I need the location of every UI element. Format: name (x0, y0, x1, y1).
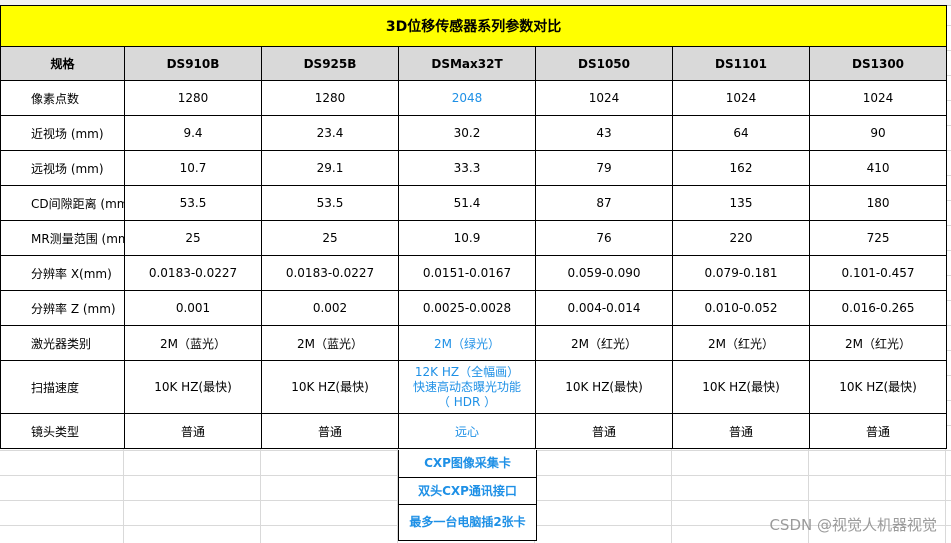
header-cell[interactable]: DS1101 (672, 46, 810, 81)
table-cell[interactable]: 0.002 (261, 290, 399, 326)
row-label[interactable]: 激光器类别 (0, 325, 125, 361)
header-cell[interactable]: DS1050 (535, 46, 673, 81)
header-cell[interactable]: DS925B (261, 46, 399, 81)
header-cell[interactable]: DS1300 (808, 46, 948, 81)
spec-table: 3D位移传感器系列参数对比 规格 DS910B DS925B DSMax32T … (0, 5, 948, 449)
row-label[interactable]: 扫描速度 (0, 360, 125, 414)
table-cell[interactable]: 0.0151-0.0167 (398, 255, 536, 291)
spec-sheet: 3D位移传感器系列参数对比 规格 DS910B DS925B DSMax32T … (0, 5, 951, 541)
table-cell[interactable]: 1280 (261, 80, 399, 116)
row-label[interactable]: 近视场 (mm) (0, 115, 125, 151)
table-cell[interactable]: 0.079-0.181 (672, 255, 810, 291)
table-cell[interactable]: 12K HZ（全幅画） 快速高动态曝光功能（ HDR ） (398, 360, 536, 414)
row-label[interactable]: 分辨率 X(mm) (0, 255, 125, 291)
table-cell[interactable]: 135 (672, 185, 810, 221)
table-cell[interactable]: 29.1 (261, 150, 399, 186)
table-cell[interactable]: 9.4 (124, 115, 262, 151)
table-row: 扫描速度 10K HZ(最快) 10K HZ(最快) 12K HZ（全幅画） 快速高动态… (0, 360, 948, 414)
table-cell[interactable]: 普通 (672, 413, 810, 449)
table-cell[interactable]: 2M（红光） (672, 325, 810, 361)
table-cell[interactable]: 410 (808, 150, 948, 186)
table-row: 镜头类型 普通 普通 远心 普通 普通 普通 (0, 413, 948, 449)
table-row: 近视场 (mm) 9.4 23.4 30.2 43 64 90 (0, 115, 948, 151)
table-cell[interactable]: 10K HZ(最快) (672, 360, 810, 414)
extra-cell[interactable]: CXP图像采集卡 (398, 450, 537, 478)
table-row: 像素点数 1280 1280 2048 1024 1024 1024 (0, 80, 948, 116)
table-cell[interactable]: 1024 (672, 80, 810, 116)
extra-cell[interactable]: 最多一台电脑插2张卡 (398, 504, 537, 541)
table-cell[interactable]: 0.101-0.457 (808, 255, 948, 291)
header-cell[interactable]: DSMax32T (398, 46, 536, 81)
table-cell[interactable]: 10.9 (398, 220, 536, 256)
header-cell[interactable]: 规格 (0, 46, 125, 81)
table-row: 分辨率 Z (mm) 0.001 0.002 0.0025-0.0028 0.004-0… (0, 290, 948, 326)
extra-cell[interactable]: 双头CXP通讯接口 (398, 477, 537, 506)
table-cell[interactable]: 1024 (808, 80, 948, 116)
table-cell[interactable]: 725 (808, 220, 948, 256)
table-cell[interactable]: 76 (535, 220, 673, 256)
table-cell[interactable]: 1024 (535, 80, 673, 116)
table-cell[interactable]: 220 (672, 220, 810, 256)
table-cell[interactable]: 0.059-0.090 (535, 255, 673, 291)
row-label[interactable]: 像素点数 (0, 80, 125, 116)
table-cell[interactable]: 162 (672, 150, 810, 186)
table-cell[interactable]: 普通 (261, 413, 399, 449)
table-cell[interactable]: 23.4 (261, 115, 399, 151)
table-cell[interactable]: 43 (535, 115, 673, 151)
table-row: CD间隙距离 (mm) 53.5 53.5 51.4 87 135 180 (0, 185, 948, 221)
table-cell[interactable]: 1280 (124, 80, 262, 116)
table-cell[interactable]: 2048 (398, 80, 536, 116)
table-cell[interactable]: 10K HZ(最快) (808, 360, 948, 414)
table-cell[interactable]: 25 (261, 220, 399, 256)
table-cell[interactable]: 10.7 (124, 150, 262, 186)
row-label[interactable]: 分辨率 Z (mm) (0, 290, 125, 326)
row-label[interactable]: 远视场 (mm) (0, 150, 125, 186)
table-cell[interactable]: 53.5 (261, 185, 399, 221)
table-cell[interactable]: 远心 (398, 413, 536, 449)
table-cell[interactable]: 30.2 (398, 115, 536, 151)
table-title[interactable]: 3D位移传感器系列参数对比 (0, 5, 948, 47)
table-cell[interactable]: 2M（蓝光） (124, 325, 262, 361)
row-label[interactable]: MR测量范围 (mm) (0, 220, 125, 256)
table-cell[interactable]: 0.0183-0.0227 (261, 255, 399, 291)
watermark: CSDN @视觉人机器视觉 (769, 516, 937, 534)
table-cell[interactable]: 51.4 (398, 185, 536, 221)
table-row: MR测量范围 (mm) 25 25 10.9 76 220 725 (0, 220, 948, 256)
table-cell[interactable]: 0.001 (124, 290, 262, 326)
table-cell[interactable]: 普通 (535, 413, 673, 449)
table-cell[interactable]: 普通 (808, 413, 948, 449)
table-cell[interactable]: 0.004-0.014 (535, 290, 673, 326)
table-cell[interactable]: 25 (124, 220, 262, 256)
table-cell[interactable]: 0.010-0.052 (672, 290, 810, 326)
table-cell[interactable]: 2M（红光） (535, 325, 673, 361)
table-cell[interactable]: 33.3 (398, 150, 536, 186)
table-cell[interactable]: 0.0025-0.0028 (398, 290, 536, 326)
table-cell[interactable]: 79 (535, 150, 673, 186)
header-cell[interactable]: DS910B (124, 46, 262, 81)
header-row: 规格 DS910B DS925B DSMax32T DS1050 DS1101 … (0, 46, 948, 81)
table-cell[interactable]: 2M（绿光） (398, 325, 536, 361)
table-cell[interactable]: 10K HZ(最快) (124, 360, 262, 414)
table-cell[interactable]: 87 (535, 185, 673, 221)
table-cell[interactable]: 0.016-0.265 (808, 290, 948, 326)
table-cell[interactable]: 53.5 (124, 185, 262, 221)
table-cell[interactable]: 10K HZ(最快) (535, 360, 673, 414)
table-row: 激光器类别 2M（蓝光） 2M（蓝光） 2M（绿光） 2M（红光） 2M（红光） 2M（红光… (0, 325, 948, 361)
table-row: 远视场 (mm) 10.7 29.1 33.3 79 162 410 (0, 150, 948, 186)
table-cell[interactable]: 10K HZ(最快) (261, 360, 399, 414)
table-row: 分辨率 X(mm) 0.0183-0.0227 0.0183-0.0227 0.015… (0, 255, 948, 291)
row-label[interactable]: CD间隙距离 (mm) (0, 185, 125, 221)
table-cell[interactable]: 2M（蓝光） (261, 325, 399, 361)
table-cell[interactable]: 2M（红光） (808, 325, 948, 361)
table-cell[interactable]: 0.0183-0.0227 (124, 255, 262, 291)
row-label[interactable]: 镜头类型 (0, 413, 125, 449)
table-cell[interactable]: 普通 (124, 413, 262, 449)
table-cell[interactable]: 90 (808, 115, 948, 151)
table-cell[interactable]: 180 (808, 185, 948, 221)
table-cell[interactable]: 64 (672, 115, 810, 151)
